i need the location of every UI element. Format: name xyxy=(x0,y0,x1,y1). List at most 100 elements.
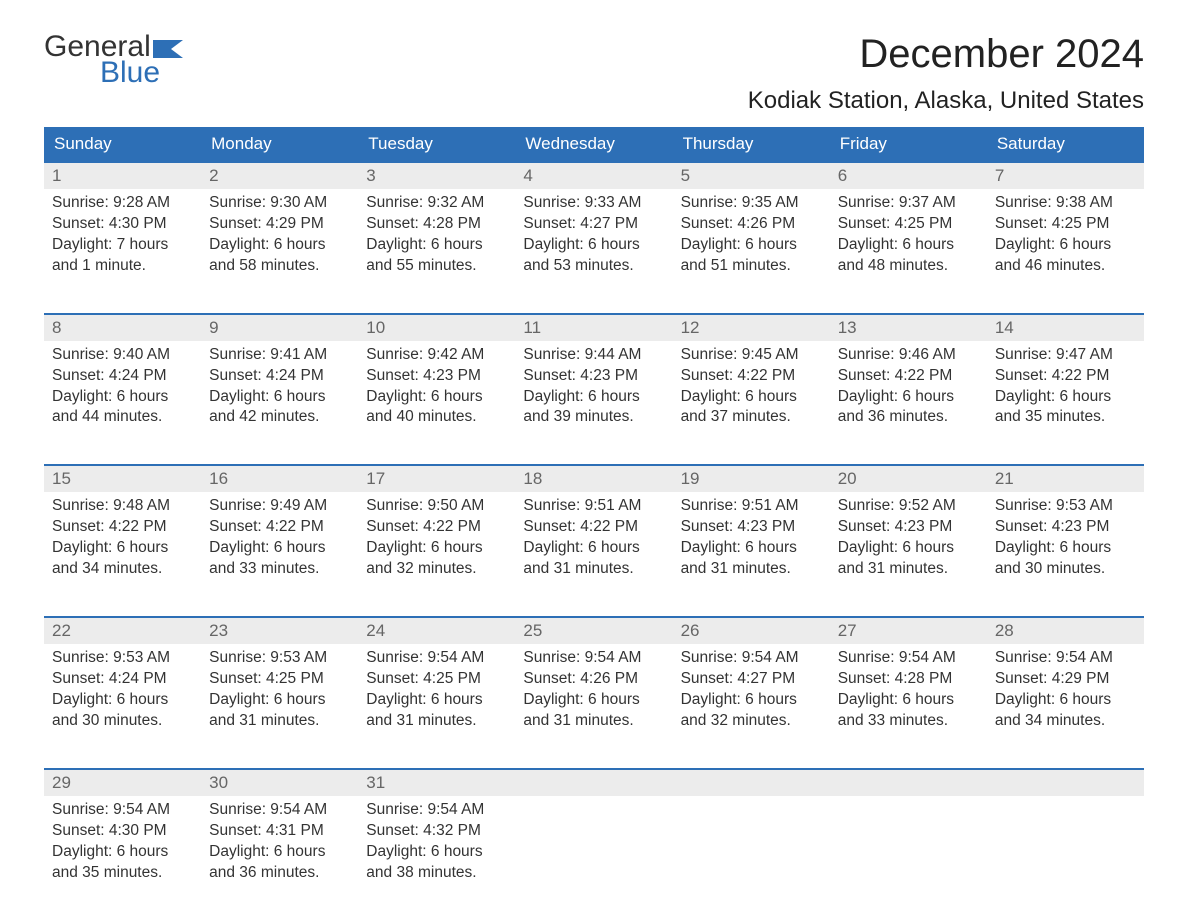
day-cell: 9Sunrise: 9:41 AMSunset: 4:24 PMDaylight… xyxy=(201,315,358,445)
day-cell: 26Sunrise: 9:54 AMSunset: 4:27 PMDayligh… xyxy=(673,618,830,748)
sunrise-text: Sunrise: 9:54 AM xyxy=(366,800,507,821)
daylight-line2: and 31 minutes. xyxy=(523,559,664,580)
daylight-line1: Daylight: 6 hours xyxy=(523,690,664,711)
daylight-line2: and 30 minutes. xyxy=(52,711,193,732)
sunrise-text: Sunrise: 9:47 AM xyxy=(995,345,1136,366)
day-number: 7 xyxy=(987,163,1144,189)
day-number: 15 xyxy=(44,466,201,492)
daylight-line1: Daylight: 6 hours xyxy=(681,387,822,408)
day-number: 20 xyxy=(830,466,987,492)
page-header: General Blue December 2024 Kodiak Statio… xyxy=(44,32,1144,115)
day-body: Sunrise: 9:51 AMSunset: 4:22 PMDaylight:… xyxy=(515,492,672,580)
day-number: 13 xyxy=(830,315,987,341)
daylight-line1: Daylight: 6 hours xyxy=(52,842,193,863)
sunset-text: Sunset: 4:23 PM xyxy=(523,366,664,387)
sunrise-text: Sunrise: 9:54 AM xyxy=(523,648,664,669)
sunset-text: Sunset: 4:28 PM xyxy=(838,669,979,690)
day-body: Sunrise: 9:30 AMSunset: 4:29 PMDaylight:… xyxy=(201,189,358,277)
sunrise-text: Sunrise: 9:54 AM xyxy=(838,648,979,669)
day-body: Sunrise: 9:37 AMSunset: 4:25 PMDaylight:… xyxy=(830,189,987,277)
day-cell xyxy=(673,770,830,900)
dow-sunday: Sunday xyxy=(44,127,201,161)
daylight-line1: Daylight: 6 hours xyxy=(523,235,664,256)
daylight-line1: Daylight: 6 hours xyxy=(838,538,979,559)
sunset-text: Sunset: 4:29 PM xyxy=(209,214,350,235)
day-cell: 16Sunrise: 9:49 AMSunset: 4:22 PMDayligh… xyxy=(201,466,358,596)
day-cell: 10Sunrise: 9:42 AMSunset: 4:23 PMDayligh… xyxy=(358,315,515,445)
sunrise-text: Sunrise: 9:32 AM xyxy=(366,193,507,214)
sunset-text: Sunset: 4:27 PM xyxy=(681,669,822,690)
daylight-line1: Daylight: 6 hours xyxy=(209,235,350,256)
day-number xyxy=(673,770,830,796)
daylight-line2: and 31 minutes. xyxy=(366,711,507,732)
sunset-text: Sunset: 4:30 PM xyxy=(52,214,193,235)
dow-thursday: Thursday xyxy=(673,127,830,161)
day-number: 18 xyxy=(515,466,672,492)
day-body: Sunrise: 9:53 AMSunset: 4:25 PMDaylight:… xyxy=(201,644,358,732)
day-cell: 6Sunrise: 9:37 AMSunset: 4:25 PMDaylight… xyxy=(830,163,987,293)
day-number: 10 xyxy=(358,315,515,341)
sunset-text: Sunset: 4:24 PM xyxy=(52,366,193,387)
day-number: 24 xyxy=(358,618,515,644)
sunrise-text: Sunrise: 9:30 AM xyxy=(209,193,350,214)
day-number: 22 xyxy=(44,618,201,644)
day-number: 16 xyxy=(201,466,358,492)
day-body: Sunrise: 9:54 AMSunset: 4:30 PMDaylight:… xyxy=(44,796,201,884)
day-number: 28 xyxy=(987,618,1144,644)
daylight-line1: Daylight: 6 hours xyxy=(681,235,822,256)
day-number: 6 xyxy=(830,163,987,189)
sunset-text: Sunset: 4:25 PM xyxy=(366,669,507,690)
day-number: 26 xyxy=(673,618,830,644)
day-body: Sunrise: 9:46 AMSunset: 4:22 PMDaylight:… xyxy=(830,341,987,429)
daylight-line2: and 31 minutes. xyxy=(838,559,979,580)
sunrise-text: Sunrise: 9:52 AM xyxy=(838,496,979,517)
sunset-text: Sunset: 4:25 PM xyxy=(838,214,979,235)
day-number: 30 xyxy=(201,770,358,796)
day-number: 25 xyxy=(515,618,672,644)
day-cell: 25Sunrise: 9:54 AMSunset: 4:26 PMDayligh… xyxy=(515,618,672,748)
sunrise-text: Sunrise: 9:41 AM xyxy=(209,345,350,366)
sunrise-text: Sunrise: 9:49 AM xyxy=(209,496,350,517)
daylight-line1: Daylight: 6 hours xyxy=(52,387,193,408)
sunset-text: Sunset: 4:30 PM xyxy=(52,821,193,842)
daylight-line2: and 31 minutes. xyxy=(681,559,822,580)
day-body: Sunrise: 9:35 AMSunset: 4:26 PMDaylight:… xyxy=(673,189,830,277)
daylight-line1: Daylight: 6 hours xyxy=(838,387,979,408)
day-body: Sunrise: 9:28 AMSunset: 4:30 PMDaylight:… xyxy=(44,189,201,277)
month-title: December 2024 xyxy=(748,32,1144,77)
sunrise-text: Sunrise: 9:51 AM xyxy=(681,496,822,517)
day-body: Sunrise: 9:38 AMSunset: 4:25 PMDaylight:… xyxy=(987,189,1144,277)
day-number: 8 xyxy=(44,315,201,341)
day-body: Sunrise: 9:42 AMSunset: 4:23 PMDaylight:… xyxy=(358,341,515,429)
daylight-line1: Daylight: 6 hours xyxy=(52,690,193,711)
daylight-line1: Daylight: 6 hours xyxy=(995,235,1136,256)
daylight-line2: and 32 minutes. xyxy=(366,559,507,580)
day-cell xyxy=(515,770,672,900)
daylight-line2: and 36 minutes. xyxy=(209,863,350,884)
daylight-line2: and 46 minutes. xyxy=(995,256,1136,277)
daylight-line2: and 31 minutes. xyxy=(209,711,350,732)
day-number: 31 xyxy=(358,770,515,796)
daylight-line2: and 48 minutes. xyxy=(838,256,979,277)
sunset-text: Sunset: 4:27 PM xyxy=(523,214,664,235)
day-body: Sunrise: 9:54 AMSunset: 4:29 PMDaylight:… xyxy=(987,644,1144,732)
sunrise-text: Sunrise: 9:50 AM xyxy=(366,496,507,517)
day-cell: 20 Sunrise: 9:52 AMSunset: 4:23 PMDayligh… xyxy=(830,466,987,596)
day-cell: 7Sunrise: 9:38 AMSunset: 4:25 PMDaylight… xyxy=(987,163,1144,293)
day-number xyxy=(987,770,1144,796)
day-number: 11 xyxy=(515,315,672,341)
sunset-text: Sunset: 4:23 PM xyxy=(838,517,979,538)
day-cell: 28Sunrise: 9:54 AMSunset: 4:29 PMDayligh… xyxy=(987,618,1144,748)
daylight-line2: and 36 minutes. xyxy=(838,407,979,428)
dow-tuesday: Tuesday xyxy=(358,127,515,161)
day-body: Sunrise: 9:41 AMSunset: 4:24 PMDaylight:… xyxy=(201,341,358,429)
daylight-line2: and 38 minutes. xyxy=(366,863,507,884)
sunrise-text: Sunrise: 9:45 AM xyxy=(681,345,822,366)
daylight-line2: and 34 minutes. xyxy=(52,559,193,580)
sunrise-text: Sunrise: 9:28 AM xyxy=(52,193,193,214)
daylight-line1: Daylight: 6 hours xyxy=(681,690,822,711)
daylight-line1: Daylight: 6 hours xyxy=(209,387,350,408)
day-cell: 18Sunrise: 9:51 AMSunset: 4:22 PMDayligh… xyxy=(515,466,672,596)
day-cell: 27Sunrise: 9:54 AMSunset: 4:28 PMDayligh… xyxy=(830,618,987,748)
day-cell: 4Sunrise: 9:33 AMSunset: 4:27 PMDaylight… xyxy=(515,163,672,293)
